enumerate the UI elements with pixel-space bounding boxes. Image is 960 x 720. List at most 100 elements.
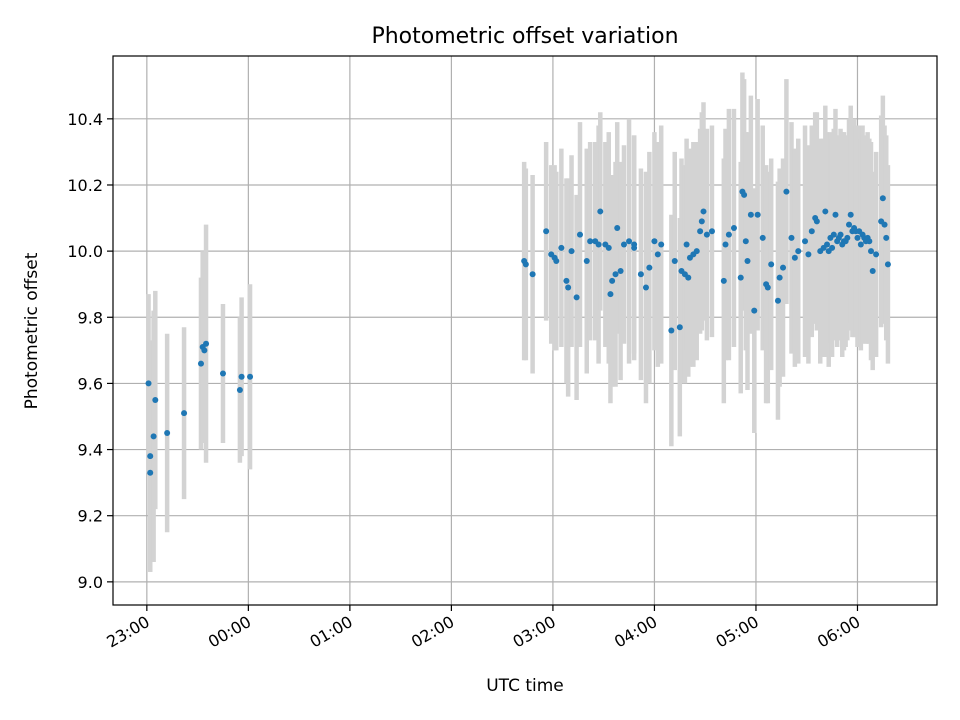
data-point (654, 251, 661, 258)
data-point (563, 277, 570, 284)
data-point (700, 208, 707, 215)
data-point (857, 241, 864, 248)
data-point (854, 234, 861, 241)
data-point (802, 238, 809, 245)
data-point (795, 248, 802, 255)
data-point (822, 208, 829, 215)
data-point (587, 238, 594, 245)
data-point (764, 284, 771, 291)
data-point (866, 238, 873, 245)
data-point (837, 231, 844, 238)
y-tick-label: 9.2 (78, 507, 103, 526)
data-point (879, 195, 886, 202)
data-point (754, 211, 761, 218)
data-point (651, 238, 658, 245)
data-point (824, 241, 831, 248)
data-point (780, 264, 787, 271)
data-point (730, 224, 737, 231)
data-point (620, 241, 627, 248)
data-point (846, 221, 853, 228)
data-point (783, 188, 790, 195)
data-point (626, 238, 633, 245)
data-point (605, 244, 612, 251)
data-point (565, 284, 572, 291)
y-tick-label: 9.8 (78, 308, 103, 327)
data-point (693, 248, 700, 255)
y-tick-label: 9.6 (78, 374, 103, 393)
data-point (568, 248, 575, 255)
data-point (658, 241, 665, 248)
data-point (150, 433, 157, 440)
data-point (558, 244, 565, 251)
data-point (884, 261, 891, 268)
data-point (631, 241, 638, 248)
y-tick-label: 10.2 (67, 176, 103, 195)
data-point (617, 267, 624, 274)
data-point (576, 231, 583, 238)
data-point (607, 291, 614, 298)
x-axis-label: UTC time (486, 676, 564, 696)
data-point (203, 340, 210, 347)
data-point (147, 453, 154, 460)
data-point (883, 234, 890, 241)
data-point (759, 234, 766, 241)
data-point (805, 251, 812, 258)
data-point (708, 228, 715, 235)
data-point (881, 221, 888, 228)
data-point (197, 360, 204, 367)
data-point (612, 271, 619, 278)
data-point (181, 410, 188, 417)
data-point (844, 234, 851, 241)
data-point (529, 271, 536, 278)
data-point (597, 208, 604, 215)
data-point (145, 380, 152, 387)
y-tick-label: 9.4 (78, 441, 103, 460)
data-point (791, 254, 798, 261)
data-point (671, 258, 678, 265)
data-point (744, 258, 751, 265)
data-point (637, 271, 644, 278)
data-point (573, 294, 580, 301)
data-point (668, 327, 675, 334)
data-point (236, 387, 243, 394)
data-point (703, 231, 710, 238)
data-point (813, 218, 820, 225)
data-point (868, 248, 875, 255)
data-point (201, 347, 208, 354)
data-point (683, 241, 690, 248)
data-point (152, 396, 159, 403)
data-point (720, 277, 727, 284)
data-point (543, 228, 550, 235)
data-point (737, 274, 744, 281)
y-tick-label: 9.0 (78, 573, 103, 592)
data-point (829, 244, 836, 251)
data-point (832, 211, 839, 218)
data-point (808, 228, 815, 235)
data-point (219, 370, 226, 377)
data-point (869, 267, 876, 274)
data-point (741, 191, 748, 198)
data-point (830, 231, 837, 238)
data-point (774, 297, 781, 304)
data-point (147, 469, 154, 476)
data-point (685, 274, 692, 281)
data-point (238, 373, 245, 380)
y-tick-label: 10.4 (67, 110, 103, 129)
data-point (646, 264, 653, 271)
y-axis-label: Photometric offset (22, 252, 42, 409)
data-point (788, 234, 795, 241)
data-point (722, 241, 729, 248)
data-point (614, 224, 621, 231)
data-point (751, 307, 758, 314)
data-point (847, 211, 854, 218)
plot-frame (112, 55, 938, 606)
data-point (698, 218, 705, 225)
data-point (247, 373, 254, 380)
data-point (873, 251, 880, 258)
data-point (697, 228, 704, 235)
data-point (742, 238, 749, 245)
data-point (522, 261, 529, 268)
data-point (595, 241, 602, 248)
